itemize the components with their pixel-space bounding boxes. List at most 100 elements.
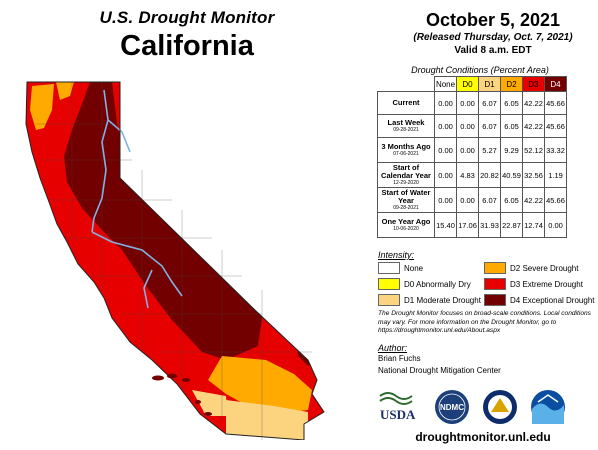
legend-label: D2 Severe Drought	[510, 263, 579, 273]
row-label-text: 3 Months Ago	[381, 142, 431, 151]
table-cell: 0.00	[434, 162, 457, 188]
row-label: Start of Calendar Year 12-29-2020	[377, 162, 435, 188]
table-row: 3 Months Ago 07-06-2021 0.00 0.00 5.27 9.29 52…	[377, 137, 567, 163]
row-label: Last Week 09-28-2021	[377, 114, 435, 138]
row-date: 09-28-2021	[393, 127, 419, 133]
legend-item: D0 Abnormally Dry	[378, 278, 471, 290]
table-cell: 0.00	[456, 114, 479, 138]
column-header-d4: D4	[544, 76, 567, 92]
table-cell: 0.00	[434, 91, 457, 115]
row-label: 3 Months Ago 07-06-2021	[377, 137, 435, 163]
column-header-d0: D0	[456, 76, 479, 92]
table-cell: 42.22	[522, 114, 545, 138]
legend-swatch	[378, 262, 400, 274]
author-name: Brian Fuchs	[378, 354, 421, 363]
california-drought-map	[25, 81, 325, 440]
row-label: Start of Water Year 09-28-2021	[377, 187, 435, 213]
intensity-heading: Intensity:	[378, 250, 415, 260]
table-cell: 0.00	[456, 187, 479, 213]
table-cell: 15.40	[434, 212, 457, 238]
usda-logo: USDA	[379, 392, 416, 422]
column-header-d1: D1	[478, 76, 501, 92]
legend-label: D4 Exceptional Drought	[510, 295, 595, 305]
table-cell: 12.74	[522, 212, 545, 238]
table-cell: 42.22	[522, 187, 545, 213]
table-cell: 45.66	[544, 91, 567, 115]
legend-item: None	[378, 262, 423, 274]
usda-seal-logo	[483, 390, 517, 424]
table-cell: 6.05	[500, 187, 523, 213]
table-cell: 45.66	[544, 187, 567, 213]
disclaimer-note: The Drought Monitor focuses on broad-sca…	[378, 310, 591, 334]
row-label: Current	[377, 91, 435, 115]
row-label-text: Start of Water Year	[381, 188, 431, 205]
table-row: One Year Ago 10-06-2020 15.40 17.06 31.93 22.…	[377, 212, 567, 238]
legend-item: D1 Moderate Drought	[378, 294, 481, 306]
legend-label: D0 Abnormally Dry	[404, 279, 471, 289]
legend-swatch	[484, 278, 506, 290]
row-date: 07-06-2021	[393, 151, 419, 157]
table-cell: 22.87	[500, 212, 523, 238]
ndmc-logo: NDMC	[435, 390, 469, 424]
table-corner	[378, 77, 435, 92]
table-cell: 40.59	[500, 162, 523, 188]
table-cell: 6.05	[500, 91, 523, 115]
legend-item: D2 Severe Drought	[484, 262, 578, 274]
table-cell: 0.00	[434, 137, 457, 163]
table-cell: 6.07	[478, 91, 501, 115]
usda-logo-text: USDA	[380, 407, 416, 422]
column-header-none: None	[434, 76, 457, 92]
row-date: 09-28-2021	[393, 205, 419, 211]
table-cell: 0.00	[434, 187, 457, 213]
author-heading: Author:	[378, 343, 408, 353]
column-header-d2: D2	[500, 76, 523, 92]
table-cell: 5.27	[478, 137, 501, 163]
table-cell: 0.00	[544, 212, 567, 238]
site-url: droughtmonitor.unl.edu	[415, 430, 551, 444]
legend-label: None	[404, 263, 424, 273]
table-cell: 42.22	[522, 91, 545, 115]
table-cell: 0.00	[456, 91, 479, 115]
map-subtitle: U.S. Drought Monitor	[99, 8, 275, 27]
table-cell: 0.00	[456, 137, 479, 163]
table-cell: 0.00	[434, 114, 457, 138]
partner-logos: USDA NDMC	[379, 390, 565, 424]
row-label-text: Current	[392, 98, 420, 107]
legend-item: D4 Exceptional Drought	[484, 294, 595, 306]
table-cell: 45.66	[544, 114, 567, 138]
table-cell: 52.12	[522, 137, 545, 163]
legend-swatch	[484, 294, 506, 306]
table-cell: 6.07	[478, 114, 501, 138]
drought-conditions-table: None D0 D1 D2 D3 D4 Current 0.00 0.00 6.07 6…	[377, 76, 567, 238]
table-row: Start of Calendar Year 12-29-2020 0.00 4.83…	[377, 162, 567, 188]
table-row: Current 0.00 0.00 6.07 6.05 42.22 45.66	[377, 91, 567, 115]
table-cell: 31.93	[478, 212, 501, 238]
map-title: California	[120, 30, 254, 62]
release-note: (Released Thursday, Oct. 7, 2021)	[413, 32, 573, 43]
table-cell: 1.19	[544, 162, 567, 188]
legend-label: D1 Moderate Drought	[404, 295, 481, 305]
table-cell: 9.29	[500, 137, 523, 163]
column-header-d3: D3	[522, 76, 545, 92]
legend-swatch	[378, 278, 400, 290]
row-label-text: One Year Ago	[381, 217, 431, 226]
row-date: 12-29-2020	[393, 180, 419, 186]
channel-islands	[152, 373, 212, 416]
table-cell: 17.06	[456, 212, 479, 238]
ndmc-logo-text: NDMC	[440, 403, 464, 412]
table-row: Start of Water Year 09-28-2021 0.00 0.00 6.0…	[377, 187, 567, 213]
table-cell: 20.82	[478, 162, 501, 188]
legend-swatch	[378, 294, 400, 306]
author-organization: National Drought Mitigation Center	[378, 366, 501, 375]
table-cell: 6.05	[500, 114, 523, 138]
noaa-logo	[531, 390, 565, 424]
state-outline	[25, 81, 325, 440]
map-date: October 5, 2021	[425, 10, 561, 30]
rivers	[91, 89, 183, 309]
row-label-text: Last Week	[387, 118, 425, 127]
table-cell: 6.07	[478, 187, 501, 213]
legend-swatch	[484, 262, 506, 274]
row-label: One Year Ago 10-06-2020	[377, 212, 435, 238]
table-row: Last Week 09-28-2021 0.00 0.00 6.07 6.05 42.22…	[377, 114, 567, 138]
valid-time: Valid 8 a.m. EDT	[454, 45, 532, 56]
